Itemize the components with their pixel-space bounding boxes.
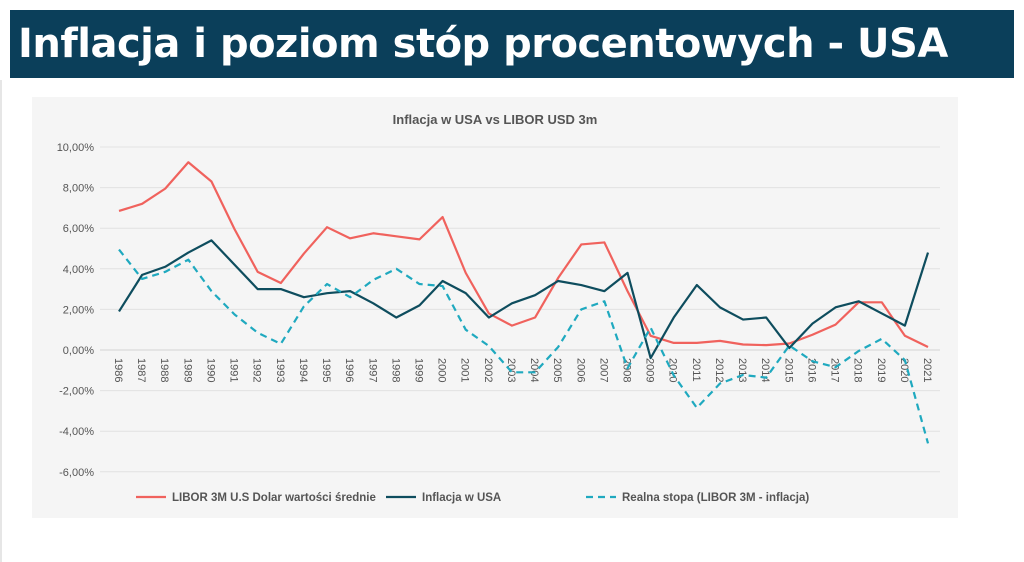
series-line-1 [118,161,929,348]
x-tick-label: 1998 [389,358,401,382]
y-tick-label: -4,00% [59,426,94,438]
x-tick-label: 1992 [251,358,263,382]
chart-title: Inflacja w USA vs LIBOR USD 3m [393,112,598,127]
x-tick-label: 2006 [574,358,586,382]
x-tick-label: 2014 [759,358,771,382]
x-tick-label: 2005 [551,358,563,382]
x-tick-label: 2004 [528,358,540,382]
series-line-2 [118,239,930,360]
slide-title: Inflacja i poziom stóp procentowych - US… [18,21,948,67]
y-tick-label: 8,00% [63,183,94,195]
x-tick-label: 2000 [436,358,448,382]
y-tick-label: 6,00% [63,223,94,235]
x-tick-label: 2016 [805,358,817,382]
legend-label: Inflacja w USA [422,492,501,504]
x-tick-label: 2021 [921,358,933,382]
x-tick-label: 2008 [621,358,633,382]
x-tick-label: 1988 [158,358,170,382]
x-tick-label: 2019 [875,358,887,382]
x-tick-label: 1995 [320,358,332,382]
y-tick-label: 0,00% [63,345,94,357]
x-tick-label: 1991 [228,358,240,382]
x-tick-label: 1993 [274,358,286,382]
x-tick-label: 1990 [204,358,216,382]
slide-header: Inflacja i poziom stóp procentowych - US… [10,10,1014,78]
y-tick-label: 2,00% [63,304,94,316]
x-tick-label: 2010 [667,358,679,382]
divider [0,80,2,562]
x-tick-label: 2001 [459,358,471,382]
legend-label: LIBOR 3M U.S Dolar wartości średnie [172,492,376,504]
x-tick-label: 1989 [181,358,193,382]
x-tick-label: 2018 [852,358,864,382]
x-tick-label: 2007 [597,358,609,382]
x-tick-label: 2011 [690,358,702,382]
y-tick-label: 4,00% [63,264,94,276]
x-tick-label: 1994 [297,358,309,382]
x-tick-label: 2013 [736,358,748,382]
x-tick-label: 1997 [366,358,378,382]
x-tick-label: 2015 [782,358,794,382]
chart-area [32,97,958,518]
y-tick-label: -6,00% [59,467,94,479]
x-tick-label: 2017 [829,358,841,382]
x-tick-label: 2012 [713,358,725,382]
y-tick-label: -2,00% [59,386,94,398]
series-line-3 [118,248,930,444]
x-tick-label: 2020 [898,358,910,382]
legend-label: Realna stopa (LIBOR 3M - inflacja) [622,492,809,504]
x-tick-label: 2002 [482,358,494,382]
x-tick-label: 1987 [135,358,147,382]
x-tick-label: 1996 [343,358,355,382]
y-tick-label: 10,00% [57,142,95,154]
x-tick-label: 1986 [112,358,124,382]
x-tick-label: 2009 [644,358,656,382]
x-tick-label: 1999 [412,358,424,382]
